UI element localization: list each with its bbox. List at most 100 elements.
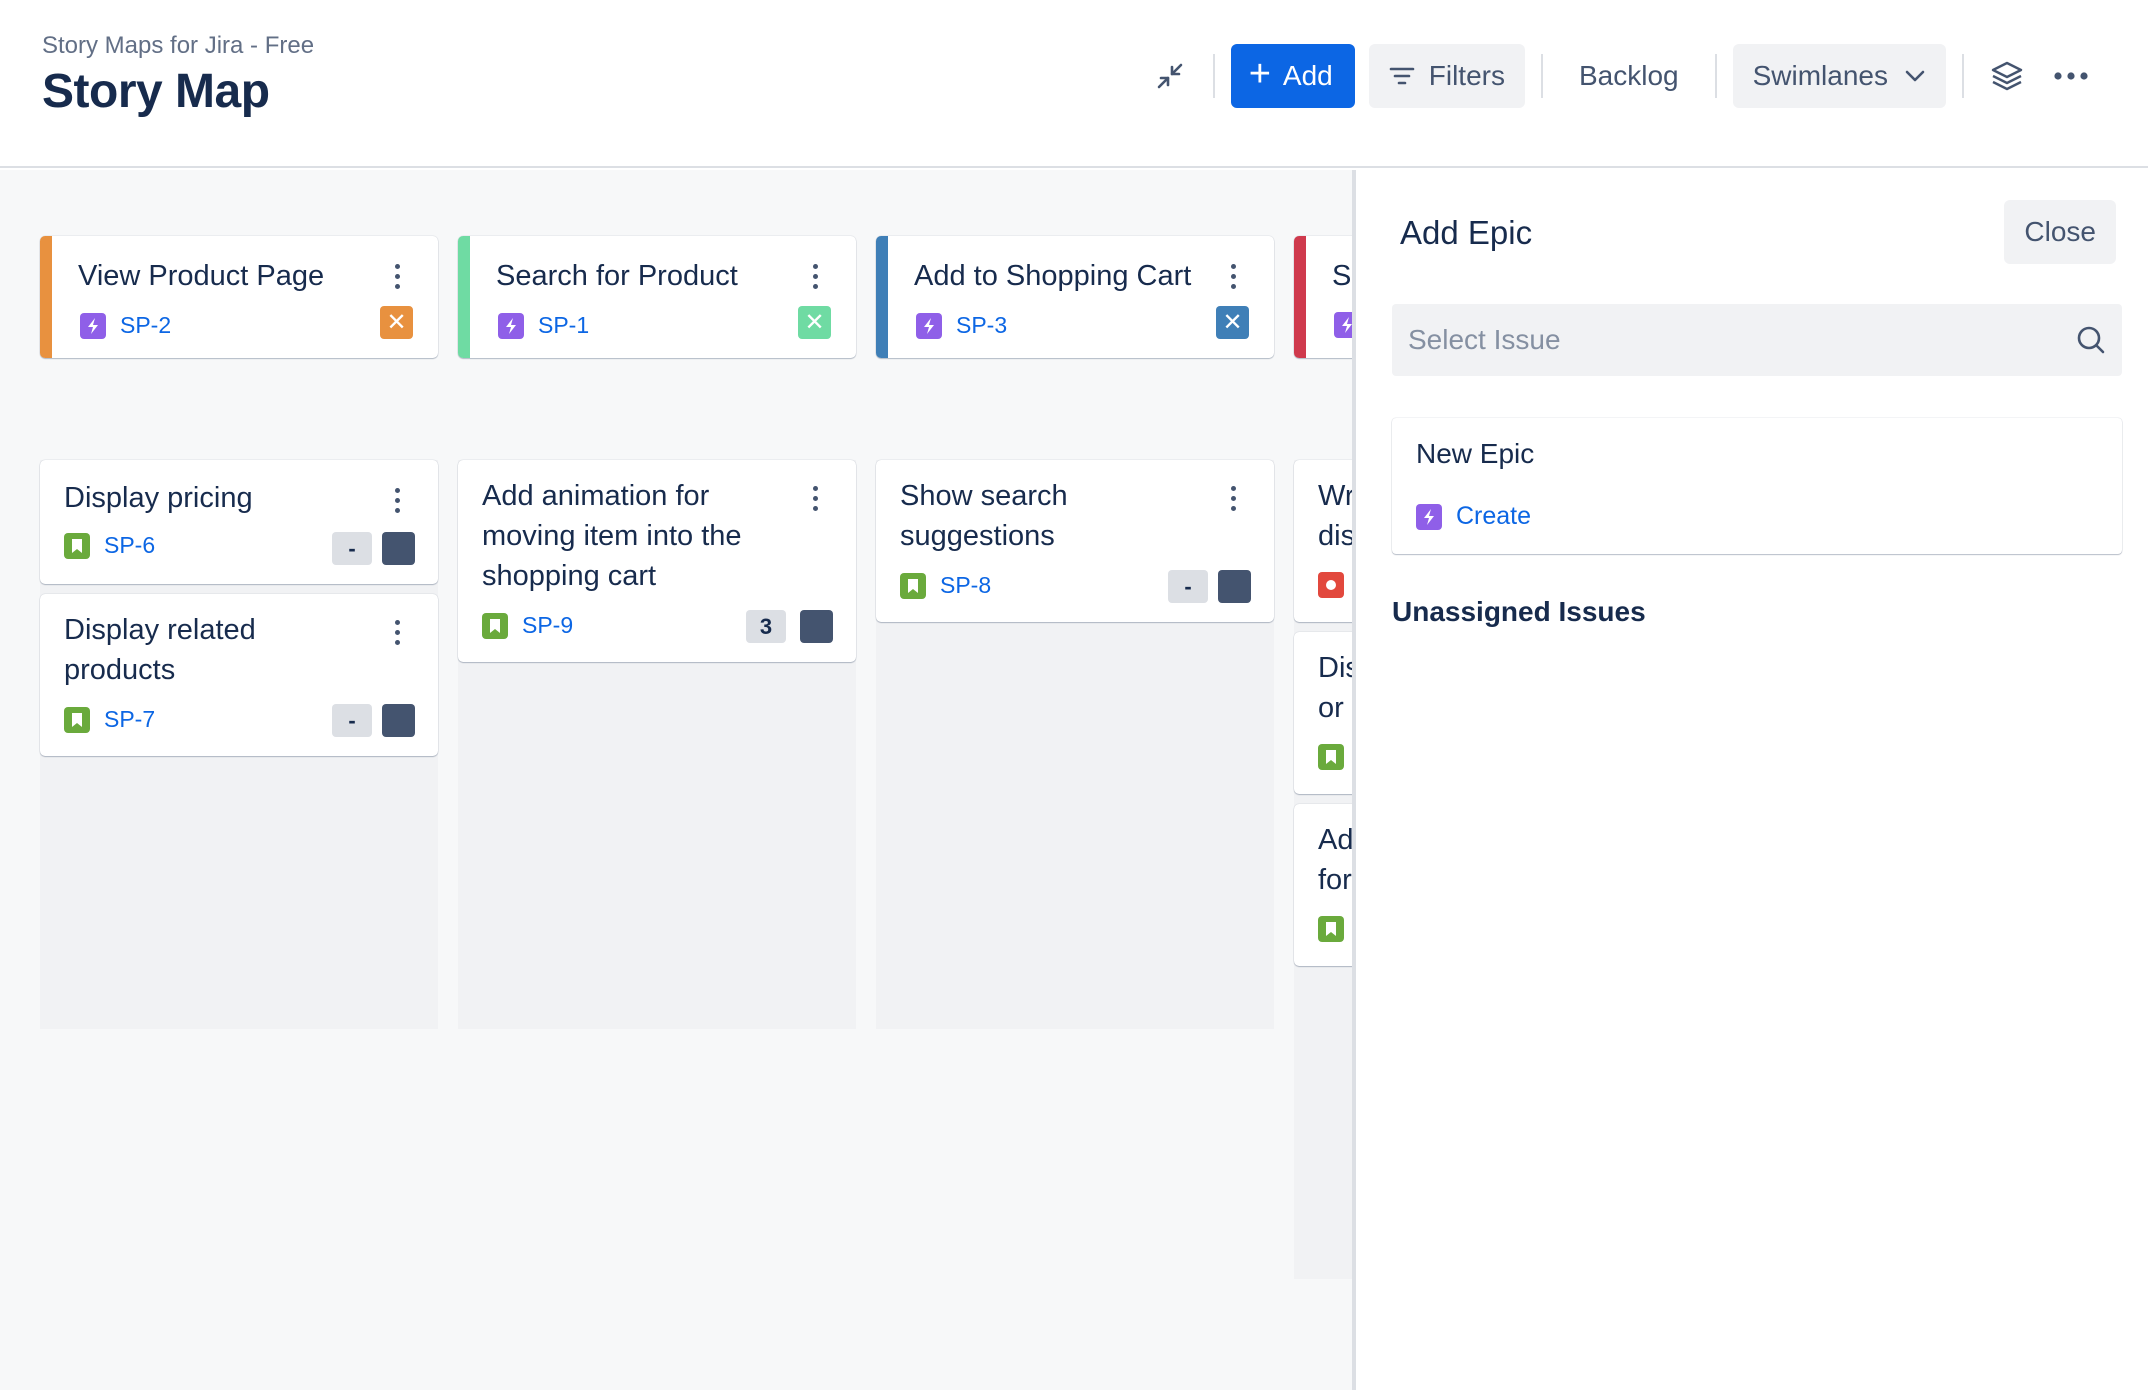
story-card[interactable]: Add animation for moving item into the s…	[458, 460, 856, 662]
filter-icon	[1389, 65, 1415, 87]
new-epic-card[interactable]: New Epic Create	[1392, 418, 2122, 554]
epic-type-icon	[916, 312, 942, 339]
create-epic-link[interactable]: Create	[1416, 502, 1531, 531]
issue-key[interactable]: SP-3	[916, 312, 1007, 339]
epic-color-bar	[876, 236, 888, 358]
page-title: Story Map	[42, 65, 270, 118]
epic-type-icon	[80, 312, 106, 339]
story-title-line: dis	[1318, 520, 1352, 552]
backlog-button[interactable]: Backlog	[1559, 44, 1699, 108]
story-title-line: Dis	[1318, 652, 1352, 684]
story-card[interactable]: Display pricing SP-6 -	[40, 460, 438, 584]
collapse-arrows-icon[interactable]	[1143, 49, 1197, 103]
unassigned-issues-heading: Unassigned Issues	[1392, 596, 1646, 627]
app-name: Story Maps for Jira - Free	[42, 32, 315, 59]
card-menu-icon[interactable]	[800, 480, 830, 516]
epic-type-icon	[1334, 312, 1352, 338]
avatar[interactable]	[1218, 570, 1251, 603]
card-menu-icon[interactable]	[1218, 258, 1248, 294]
plus-icon: +	[1248, 53, 1271, 95]
backlog-button-label: Backlog	[1578, 60, 1679, 91]
story-title: Display related products	[64, 614, 256, 686]
issue-key[interactable]: SP-6	[64, 532, 155, 559]
issue-key[interactable]	[1334, 312, 1352, 338]
story-title: Show search suggestions	[900, 480, 1068, 552]
toolbar: + Add Filters Backlog Swimlanes	[1143, 44, 2098, 108]
epic-close-icon[interactable]: ✕	[798, 306, 831, 339]
story-card[interactable]: Display related products SP-7 -	[40, 594, 438, 756]
story-title-line: for	[1318, 864, 1352, 896]
story-card[interactable]: Dis or	[1294, 632, 1352, 794]
story-type-icon	[64, 532, 90, 559]
card-menu-icon[interactable]	[800, 258, 830, 294]
story-type-icon	[900, 572, 926, 599]
filters-button[interactable]: Filters	[1368, 44, 1525, 108]
add-button[interactable]: + Add	[1230, 44, 1355, 108]
story-points-badge: 3	[746, 610, 786, 643]
story-points-badge: -	[1168, 570, 1208, 603]
new-epic-title: New Epic	[1416, 438, 1535, 469]
epic-title: Search for Product	[496, 260, 738, 292]
chevron-down-icon	[1904, 69, 1926, 83]
card-menu-icon[interactable]	[382, 614, 412, 650]
story-type-icon	[1318, 916, 1344, 942]
card-menu-icon[interactable]	[382, 258, 412, 294]
issue-key[interactable]: SP-1	[498, 312, 589, 339]
story-points-badge: -	[332, 532, 372, 565]
search-icon	[2076, 325, 2106, 355]
epic-title: Add to Shopping Cart	[914, 260, 1192, 292]
story-title: Display pricing	[64, 482, 253, 514]
avatar[interactable]	[382, 532, 415, 565]
avatar[interactable]	[800, 610, 833, 643]
epic-card[interactable]: View Product Page SP-2 ✕	[40, 236, 438, 358]
story-type-icon	[1318, 744, 1344, 770]
issue-key[interactable]	[1318, 744, 1352, 770]
story-type-icon	[482, 612, 508, 639]
avatar[interactable]	[382, 704, 415, 737]
story-title-line: Wr	[1318, 480, 1352, 512]
epic-color-bar	[1294, 236, 1306, 358]
issue-key[interactable]: SP-2	[80, 312, 171, 339]
epic-card[interactable]: Add to Shopping Cart SP-3 ✕	[876, 236, 1274, 358]
epic-title: S	[1332, 260, 1352, 292]
issue-key[interactable]	[1318, 572, 1352, 598]
story-type-icon	[64, 706, 90, 733]
bug-type-icon	[1318, 572, 1344, 598]
swimlanes-dropdown[interactable]: Swimlanes	[1732, 44, 1946, 108]
story-card[interactable]: Ad for	[1294, 804, 1352, 966]
filters-button-label: Filters	[1428, 60, 1505, 91]
toolbar-divider	[1540, 54, 1543, 98]
epic-card[interactable]: Search for Product SP-1 ✕	[458, 236, 856, 358]
issue-key[interactable]: SP-8	[900, 572, 991, 599]
create-label: Create	[1456, 502, 1532, 530]
card-menu-icon[interactable]	[382, 482, 412, 518]
story-card[interactable]: Show search suggestions SP-8 -	[876, 460, 1274, 622]
story-points-badge: -	[332, 704, 372, 737]
page-header: Story Maps for Jira - Free Story Map + A…	[0, 0, 2148, 168]
epic-color-bar	[40, 236, 52, 358]
issue-key[interactable]: SP-9	[482, 612, 573, 639]
swimlanes-dropdown-label: Swimlanes	[1752, 60, 1888, 91]
epic-color-bar	[458, 236, 470, 358]
layers-icon[interactable]	[1980, 49, 2034, 103]
select-issue-input[interactable]: Select Issue	[1392, 304, 2122, 376]
issue-key[interactable]	[1318, 916, 1352, 942]
card-menu-icon[interactable]	[1218, 480, 1248, 516]
epic-type-icon	[498, 312, 524, 339]
story-map-board: View Product Page SP-2 ✕ Search for Prod…	[0, 170, 1352, 1390]
panel-title: Add Epic	[1400, 214, 1533, 251]
close-button[interactable]: Close	[2004, 200, 2116, 264]
more-horizontal-icon[interactable]	[2044, 49, 2098, 103]
epic-title: View Product Page	[78, 260, 325, 292]
issue-key[interactable]: SP-7	[64, 706, 155, 733]
epic-close-icon[interactable]: ✕	[1216, 306, 1249, 339]
epic-card[interactable]: S	[1294, 236, 1352, 358]
story-title: Add animation for moving item into the s…	[482, 480, 742, 592]
toolbar-divider	[1714, 54, 1717, 98]
story-card[interactable]: Wr dis	[1294, 460, 1352, 622]
add-button-label: Add	[1282, 60, 1333, 91]
epic-type-icon	[1416, 503, 1442, 530]
story-title-line: Ad	[1318, 824, 1352, 856]
epic-close-icon[interactable]: ✕	[380, 306, 413, 339]
story-title-line: or	[1318, 692, 1344, 724]
